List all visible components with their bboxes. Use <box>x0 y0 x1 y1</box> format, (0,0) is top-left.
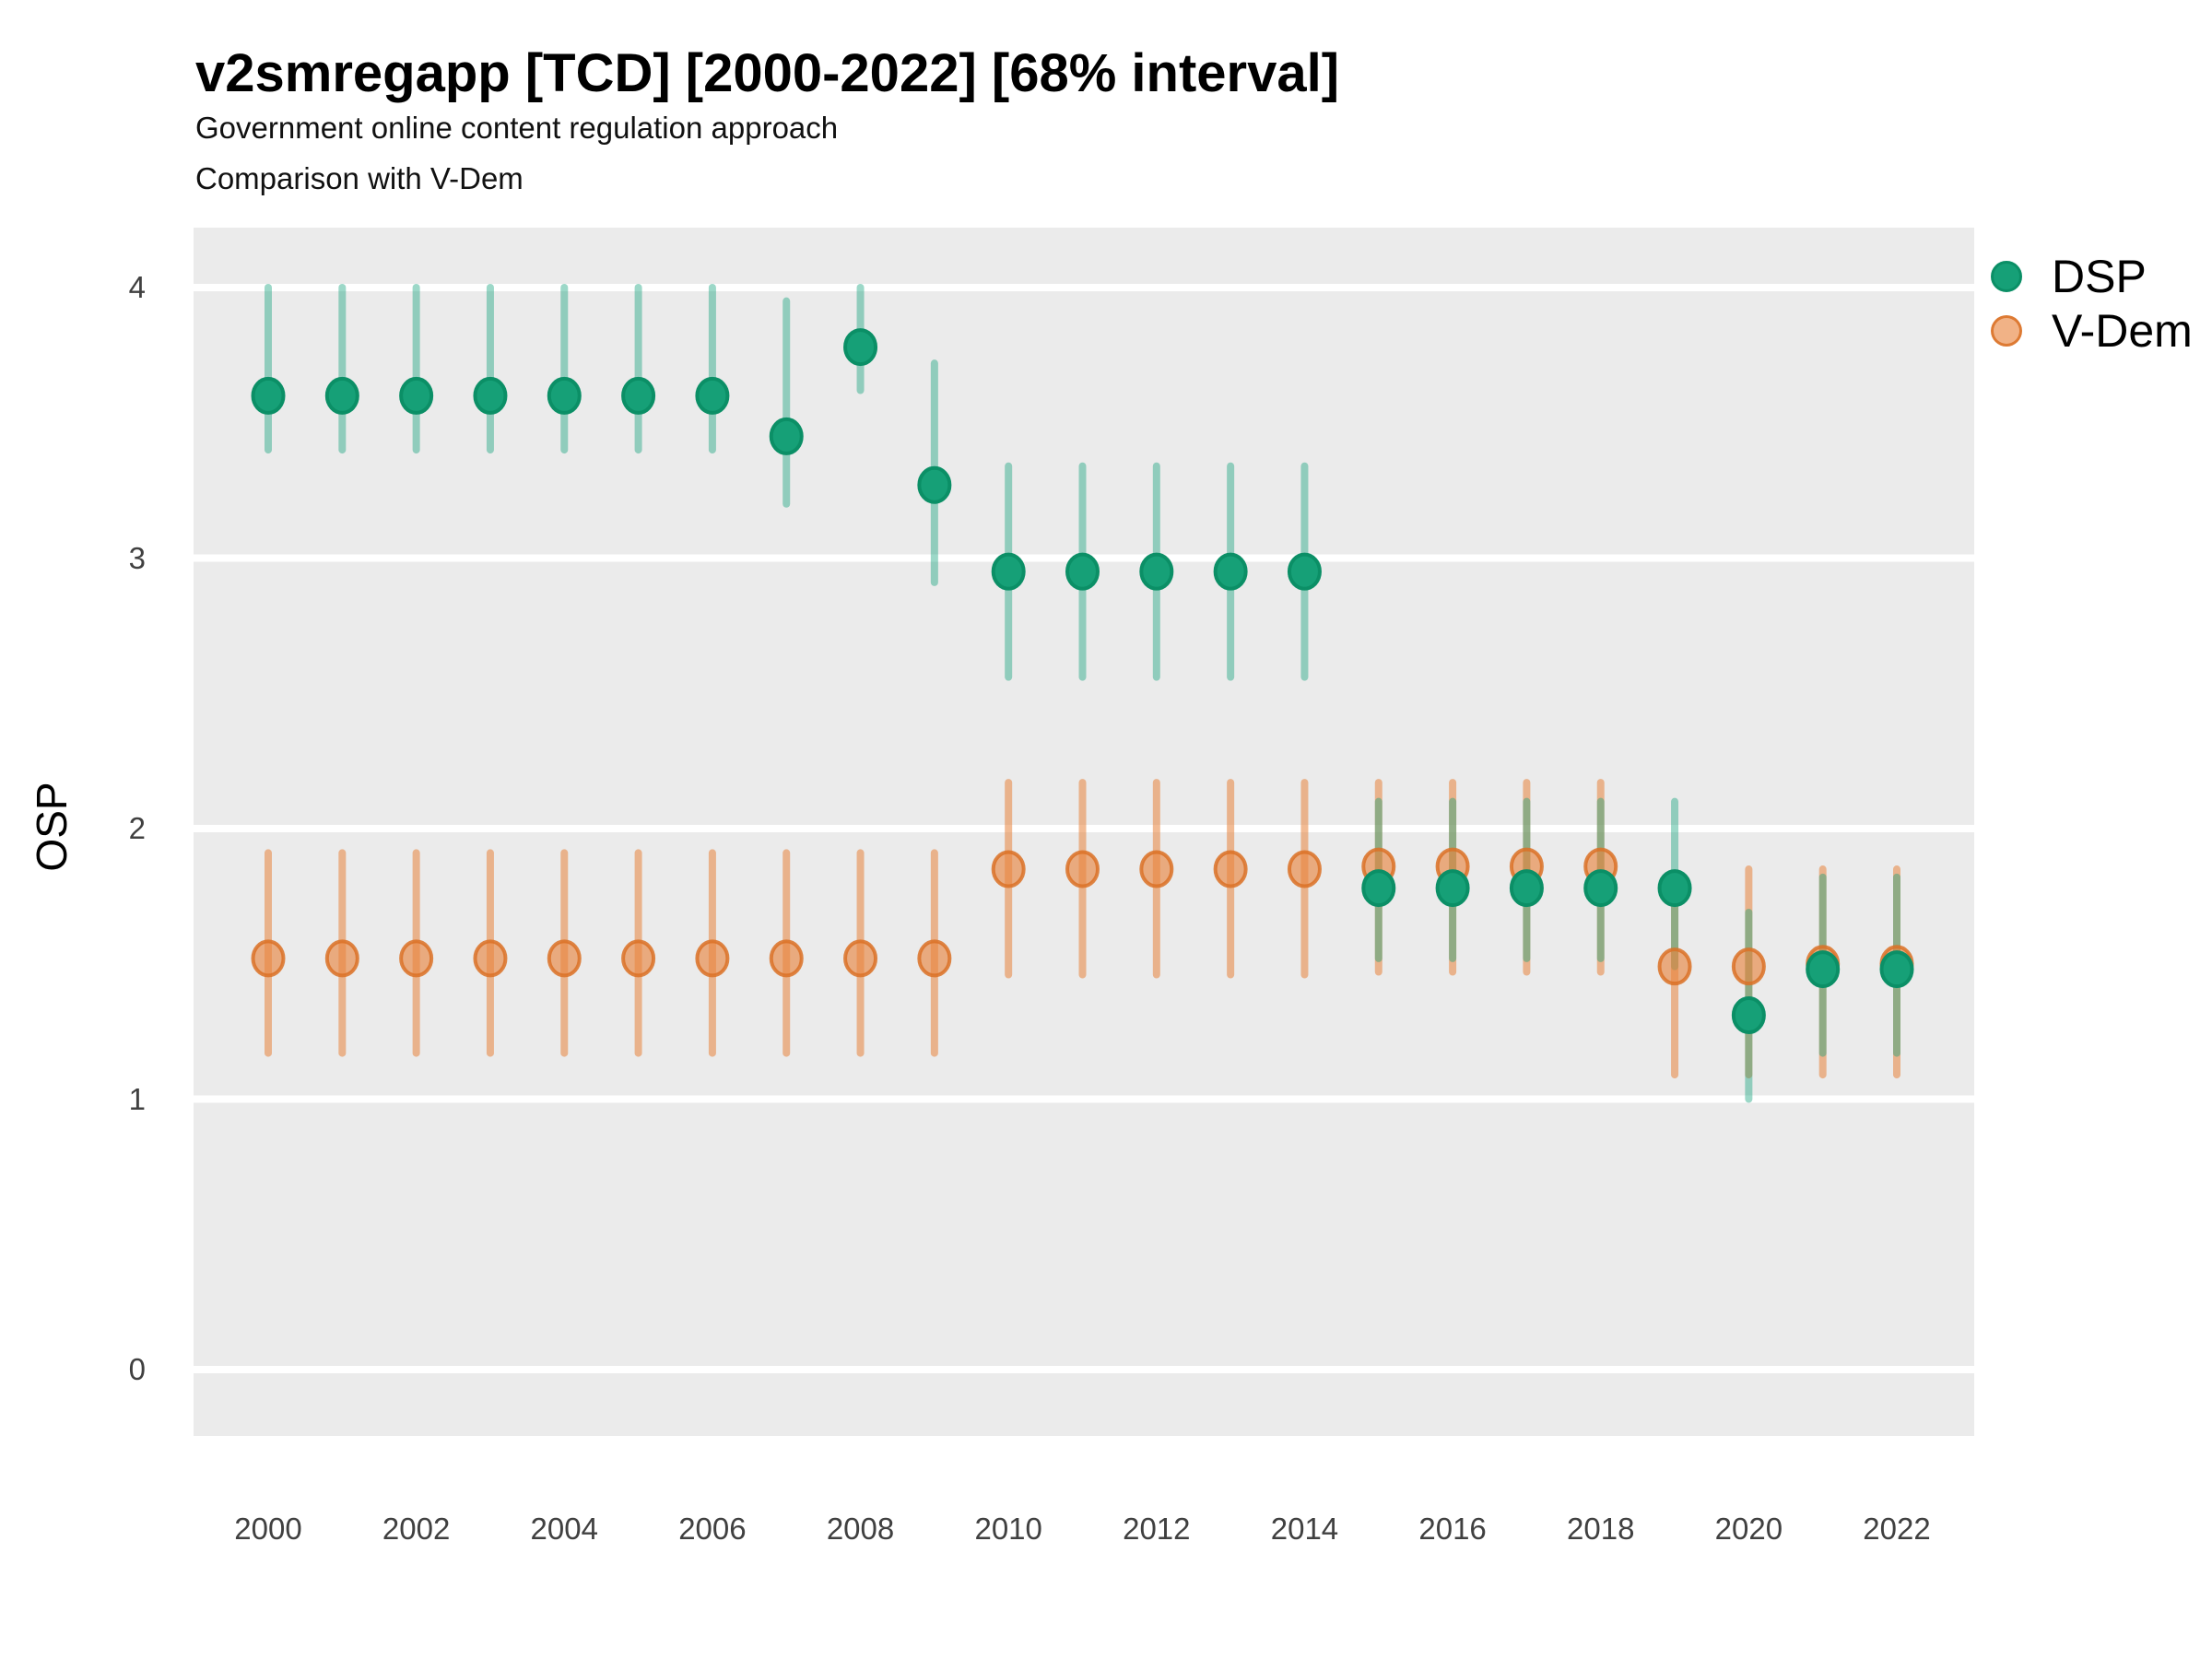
x-tick-label-2016: 2016 <box>1418 1512 1487 1546</box>
dsp-point-2017 <box>1509 869 1544 908</box>
legend-vdem-swatch-icon <box>1991 315 2022 347</box>
x-tick-label-2022: 2022 <box>1863 1512 1931 1546</box>
vdem-point-2020 <box>1731 947 1766 986</box>
dsp-point-2014 <box>1287 552 1322 591</box>
vdem-point-2010 <box>991 850 1026 888</box>
vdem-point-2011 <box>1065 850 1100 888</box>
vdem-point-2006 <box>695 939 730 978</box>
vdem-point-2002 <box>399 939 434 978</box>
x-tick-label-2012: 2012 <box>1123 1512 1191 1546</box>
vdem-point-2019 <box>1657 947 1692 986</box>
chart-subtitle-line2: Comparison with V-Dem <box>195 161 524 195</box>
dsp-point-2012 <box>1139 552 1174 591</box>
dsp-point-2018 <box>1583 869 1618 908</box>
dsp-point-2000 <box>251 376 286 415</box>
x-tick-label-2020: 2020 <box>1714 1512 1783 1546</box>
dsp-point-2003 <box>473 376 508 415</box>
legend-item-vdem: V-Dem <box>1991 303 2193 359</box>
y-tick-label-4: 4 <box>128 270 146 304</box>
vdem-point-2012 <box>1139 850 1174 888</box>
dsp-point-2001 <box>324 376 359 415</box>
vdem-point-2003 <box>473 939 508 978</box>
dsp-point-2006 <box>695 376 730 415</box>
dsp-point-2004 <box>547 376 582 415</box>
dsp-point-2002 <box>399 376 434 415</box>
x-tick-label-2010: 2010 <box>974 1512 1042 1546</box>
x-tick-label-2018: 2018 <box>1567 1512 1635 1546</box>
vdem-point-2004 <box>547 939 582 978</box>
y-tick-label-1: 1 <box>128 1081 146 1116</box>
dsp-point-2020 <box>1731 996 1766 1035</box>
x-tick-label-2002: 2002 <box>382 1512 451 1546</box>
vdem-point-2001 <box>324 939 359 978</box>
legend-dsp-label: DSP <box>2052 251 2147 302</box>
dsp-point-2013 <box>1213 552 1248 591</box>
y-tick-label-3: 3 <box>128 540 146 575</box>
vdem-point-2007 <box>769 939 804 978</box>
vdem-point-2009 <box>917 939 952 978</box>
x-tick-label-2000: 2000 <box>234 1512 302 1546</box>
dsp-point-2007 <box>769 417 804 455</box>
dsp-point-2021 <box>1806 950 1841 989</box>
dsp-point-2010 <box>991 552 1026 591</box>
y-tick-label-0: 0 <box>128 1352 146 1386</box>
chart-subtitle-line1: Government online content regulation app… <box>195 111 839 145</box>
dsp-point-2005 <box>621 376 656 415</box>
x-tick-label-2008: 2008 <box>826 1512 895 1546</box>
dsp-point-2015 <box>1361 869 1396 908</box>
dsp-point-2016 <box>1435 869 1470 908</box>
dsp-point-2019 <box>1657 869 1692 908</box>
vdem-point-2013 <box>1213 850 1248 888</box>
vdem-point-2008 <box>843 939 878 978</box>
dsp-point-2022 <box>1879 950 1914 989</box>
dsp-point-2009 <box>917 465 952 504</box>
chart-title: v2smregapp [TCD] [2000-2022] [68% interv… <box>195 43 1340 103</box>
vdem-point-2014 <box>1287 850 1322 888</box>
x-tick-label-2006: 2006 <box>678 1512 747 1546</box>
vdem-point-2005 <box>621 939 656 978</box>
dsp-point-2008 <box>843 328 878 367</box>
x-tick-label-2004: 2004 <box>530 1512 598 1546</box>
legend-dsp-swatch-icon <box>1991 261 2022 292</box>
x-tick-label-2014: 2014 <box>1270 1512 1339 1546</box>
vdem-point-2000 <box>251 939 286 978</box>
y-tick-label-2: 2 <box>128 811 146 845</box>
legend-item-dsp: DSP <box>1991 249 2147 304</box>
dsp-point-2011 <box>1065 552 1100 591</box>
legend-vdem-label: V-Dem <box>2052 305 2193 357</box>
